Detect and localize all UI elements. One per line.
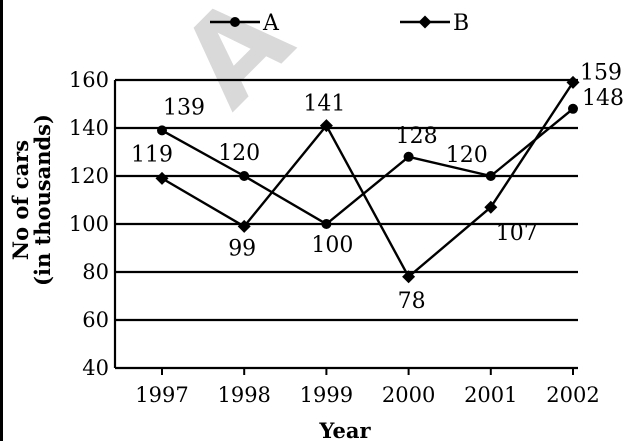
y-axis-title: No of cars (in thousands)	[8, 114, 55, 286]
series-lines	[161, 81, 575, 279]
y-tick-label-100: 100	[69, 212, 109, 236]
marker-A-2001	[485, 171, 496, 181]
data-label-A-2001: 120	[446, 143, 488, 168]
data-label-B-1997: 119	[131, 142, 173, 167]
x-axis-title: Year	[318, 418, 371, 441]
y-tick-labels: 40 60 80 100 120 140 160	[69, 68, 109, 380]
y-axis-title-line2: (in thousands)	[30, 114, 55, 286]
data-label-B-1999: 141	[303, 92, 345, 117]
axes	[113, 80, 578, 375]
data-label-A-1997: 139	[163, 95, 205, 120]
data-label-B-2002: 159	[580, 60, 622, 85]
legend-marker-B	[418, 15, 432, 29]
data-label-A-1998: 120	[218, 141, 260, 166]
marker-A-1999	[321, 219, 332, 229]
legend-marker-A	[230, 17, 240, 27]
x-tick-label-2001: 2001	[464, 383, 517, 407]
marker-A-2002	[568, 103, 578, 114]
data-label-A-2000: 128	[396, 124, 438, 149]
y-tick-label-120: 120	[69, 164, 109, 188]
series-line-B	[161, 81, 575, 279]
marker-B-1998	[237, 219, 251, 233]
marker-A-1997	[157, 125, 167, 136]
x-tick-label-1998: 1998	[217, 383, 270, 407]
x-tick-label-2000: 2000	[382, 383, 435, 407]
marker-B-1997	[155, 171, 169, 185]
marker-A-2000	[403, 151, 414, 162]
gridlines	[115, 78, 578, 322]
y-tick-label-60: 60	[82, 308, 109, 332]
data-label-B-2001: 107	[496, 221, 538, 246]
marker-B-2002	[566, 75, 580, 89]
x-tick-label-2002: 2002	[546, 383, 599, 407]
data-label-B-1998: 99	[228, 236, 256, 261]
x-tick-labels: 1997 1998 1999 2000 2001 2002	[135, 383, 599, 407]
data-label-B-2000: 78	[398, 289, 426, 314]
y-axis-title-line1: No of cars	[8, 140, 33, 260]
y-tick-label-160: 160	[69, 68, 109, 92]
data-label-A-1999: 100	[311, 233, 353, 258]
data-label-A-2002: 148	[582, 86, 624, 111]
marker-B-2001	[484, 200, 498, 214]
y-tick-label-40: 40	[82, 356, 109, 380]
marker-A-1998	[239, 171, 250, 181]
x-tick-label-1997: 1997	[135, 383, 188, 407]
series-line-A	[161, 107, 574, 226]
legend-label-B: B	[453, 11, 469, 36]
marker-B-2000	[402, 270, 416, 284]
x-tick-label-1999: 1999	[300, 383, 353, 407]
marker-B-1999	[319, 119, 333, 133]
legend-label-A: A	[262, 11, 280, 36]
y-tick-label-80: 80	[82, 260, 109, 284]
y-tick-label-140: 140	[69, 116, 109, 140]
data-labels: 139 120 100 128 120 148 119 99 141 78 107 159	[131, 60, 624, 313]
series-markers	[155, 75, 580, 284]
